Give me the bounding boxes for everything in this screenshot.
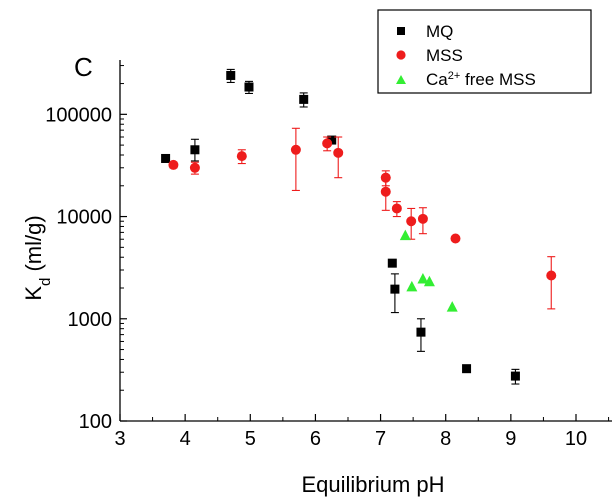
data-point-mq: [226, 70, 236, 80]
y-tick-label-100000: 100000: [45, 104, 112, 126]
y-axis-title-subscript: d: [37, 278, 54, 286]
data-point-mss: [189, 162, 200, 173]
data-point-mq: [327, 135, 337, 145]
axis-ticks-group: [119, 65, 610, 422]
data-point-mq: [462, 364, 472, 374]
x-tick-label-5: 5: [245, 428, 256, 450]
data-point-mq: [390, 284, 400, 294]
data-point-mss: [333, 147, 344, 158]
data-point-ca-free-mss: [423, 275, 435, 287]
data-point-ca-free-mss: [446, 301, 458, 312]
legend-label-ca-charge: 2+: [448, 70, 461, 82]
data-point-mq: [387, 258, 397, 268]
data-point-mss: [380, 186, 391, 197]
data-point-mss: [290, 144, 301, 155]
y-axis-title-main: K: [21, 286, 46, 301]
legend-label-mq: MQ: [426, 22, 453, 41]
data-point-mq: [161, 153, 171, 163]
x-axis-title: Equilibrium pH: [301, 472, 444, 497]
legend-marker-mq: [397, 27, 405, 35]
x-tick-label-10: 10: [565, 428, 587, 450]
y-axis-title: Kd (ml/g): [21, 215, 54, 300]
x-tick-label-3: 3: [114, 428, 125, 450]
data-point-mss: [450, 233, 461, 244]
x-tick-label-7: 7: [375, 428, 386, 450]
x-tick-label-6: 6: [310, 428, 321, 450]
y-tick-label-100: 100: [79, 411, 112, 433]
data-point-mss: [380, 172, 391, 183]
data-point-mss: [322, 138, 333, 149]
data-point-mq: [190, 145, 200, 155]
legend: MQ MSS Ca2+ free MSS: [377, 9, 592, 94]
x-tick-label-8: 8: [440, 428, 451, 450]
legend-label-mss: MSS: [426, 46, 463, 65]
legend-box: [377, 9, 592, 94]
tick-labels-group: 3 4 5 6 7 8 9 10 100 1000 10000 100000: [45, 104, 587, 450]
legend-label-free-mss: free MSS: [460, 70, 536, 89]
x-tick-label-4: 4: [180, 428, 191, 450]
data-point-mss: [546, 270, 557, 281]
panel-label: C: [74, 52, 93, 82]
series-ca-free-mss: [399, 229, 458, 312]
data-point-ca-free-mss: [417, 272, 429, 284]
legend-marker-mss: [396, 50, 406, 60]
y-axis-title-unit: (ml/g): [21, 215, 46, 277]
data-point-mq: [299, 94, 309, 104]
series-mss: [168, 127, 557, 310]
plot-frame-group: [119, 60, 612, 422]
data-point-ca-free-mss: [399, 229, 411, 241]
data-point-mss: [417, 213, 428, 224]
legend-label-ca: Ca: [426, 70, 448, 89]
data-point-mq: [244, 82, 254, 92]
y-tick-label-1000: 1000: [68, 309, 113, 331]
data-point-ca-free-mss: [406, 280, 418, 292]
series-mq: [161, 68, 520, 385]
data-point-mss: [406, 216, 417, 227]
data-point-mq: [510, 371, 520, 381]
data-points-group: [161, 68, 557, 385]
y-tick-label-10000: 10000: [56, 207, 112, 229]
data-point-mq: [416, 327, 426, 337]
x-tick-label-9: 9: [505, 428, 516, 450]
legend-marker-ca-free-mss: [396, 75, 406, 84]
legend-label-ca-free-mss: Ca2+ free MSS: [426, 70, 536, 89]
data-point-mss: [391, 203, 402, 214]
data-point-mss: [236, 151, 247, 162]
data-point-mss: [168, 159, 179, 170]
